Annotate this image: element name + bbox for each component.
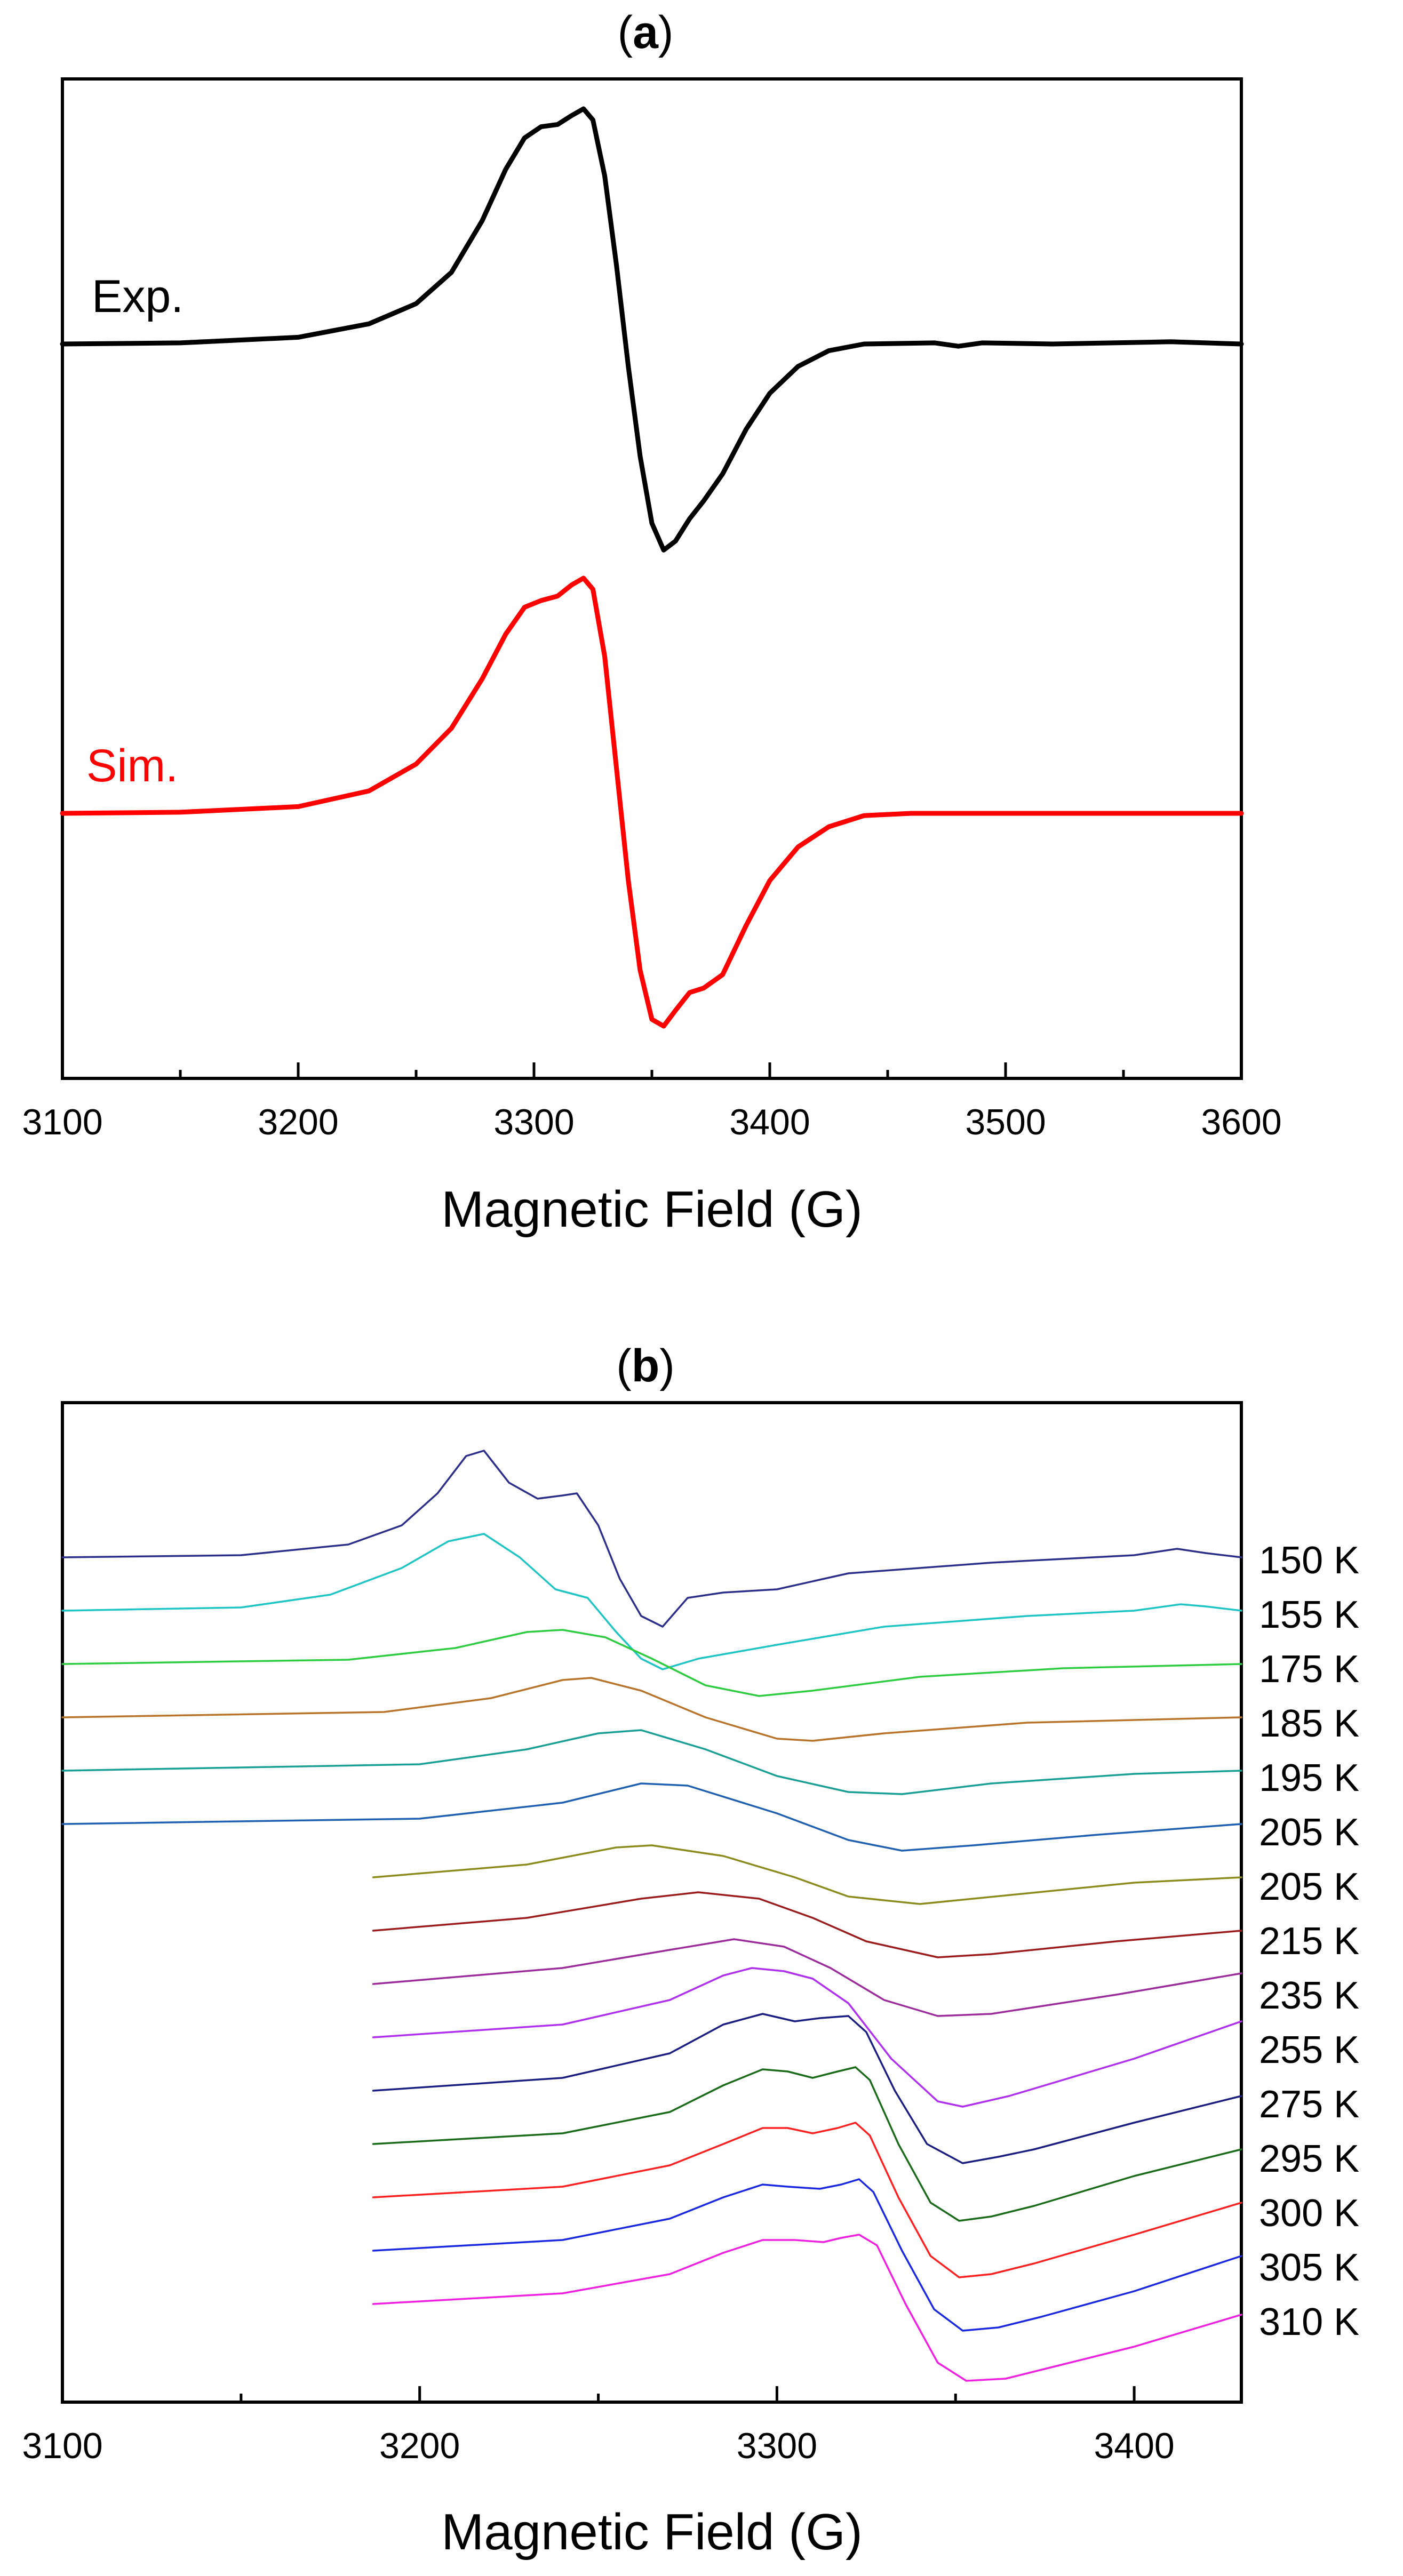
temperature-label: 295 K: [1259, 2138, 1359, 2180]
temperature-label: 300 K: [1259, 2192, 1359, 2235]
x-tick-label: 3100: [22, 2426, 102, 2466]
panel-b: (b) 3100 3200 3300 3400 150 K 155 K 175 K 185 …: [22, 1340, 1359, 2561]
temperature-label: 305 K: [1259, 2246, 1359, 2289]
panel-b-temperature-labels: 150 K 155 K 175 K 185 K 195 K 205 K 205 K 215 K…: [1259, 1539, 1359, 2343]
series-line: [372, 2234, 1242, 2382]
x-tick-label: 3200: [379, 2426, 460, 2466]
series-line: [61, 1782, 1242, 1852]
series-line: [61, 1533, 1242, 1670]
x-tick-label: 3200: [258, 1102, 338, 1142]
temperature-label: 310 K: [1259, 2301, 1359, 2343]
temperature-label: 275 K: [1259, 2083, 1359, 2126]
temperature-label: 155 K: [1259, 1594, 1359, 1636]
temperature-label: 185 K: [1259, 1702, 1359, 1745]
temperature-label: 255 K: [1259, 2029, 1359, 2071]
temperature-label: 205 K: [1259, 1811, 1359, 1854]
series-line: [372, 2013, 1242, 2164]
panel-b-plot-frame: [61, 1401, 1243, 2404]
x-tick-label: 3600: [1201, 1102, 1281, 1142]
temperature-label: 215 K: [1259, 1920, 1359, 1963]
series-line: [372, 2178, 1242, 2332]
series-line: [61, 1729, 1242, 1795]
panel-a-title: (a): [617, 7, 673, 58]
series-label: Sim.: [86, 740, 178, 791]
panel-b-tick-labels: 3100 3200 3300 3400: [22, 2426, 1174, 2466]
x-tick-label: 3300: [737, 2426, 817, 2466]
panel-a-series: Exp. Sim.: [60, 106, 1244, 1029]
panel-b-series: [61, 1450, 1242, 2382]
panel-a: (a) 3100 3200 3300 3400 3500 3600 Exp. Sim. Ma…: [22, 7, 1281, 1238]
x-tick-label: 3500: [965, 1102, 1046, 1142]
temperature-label: 205 K: [1259, 1866, 1359, 1908]
x-tick-label: 3400: [729, 1102, 810, 1142]
series-line: [372, 1891, 1242, 1958]
temperature-label: 175 K: [1259, 1648, 1359, 1691]
series-line: [61, 1677, 1242, 1742]
panel-b-x-axis-label: Magnetic Field (G): [441, 2503, 863, 2561]
panel-b-ticks: [61, 2386, 1136, 2402]
temperature-label: 195 K: [1259, 1757, 1359, 1799]
panel-a-x-axis-label: Magnetic Field (G): [441, 1181, 863, 1238]
series-line: [372, 2122, 1242, 2278]
x-tick-label: 3400: [1094, 2426, 1174, 2466]
x-tick-label: 3100: [22, 1102, 102, 1142]
panel-a-tick-labels: 3100 3200 3300 3400 3500 3600: [22, 1102, 1281, 1142]
panel-a-ticks: [61, 1062, 1243, 1078]
x-tick-label: 3300: [493, 1102, 574, 1142]
series-line-exp: [60, 106, 1244, 553]
panel-b-title: (b): [616, 1340, 675, 1391]
series-line: [372, 1967, 1242, 2108]
series-line: [61, 1450, 1242, 1628]
series-line: [372, 1938, 1242, 2017]
series-line: [61, 1629, 1242, 1697]
series-label: Exp.: [92, 271, 184, 322]
series-line: [372, 1844, 1242, 1905]
temperature-label: 235 K: [1259, 1974, 1359, 2017]
temperature-label: 150 K: [1259, 1539, 1359, 1582]
series-line-sim: [60, 575, 1244, 1029]
series-line: [372, 2066, 1242, 2222]
panel-a-plot-frame: [61, 77, 1243, 1080]
